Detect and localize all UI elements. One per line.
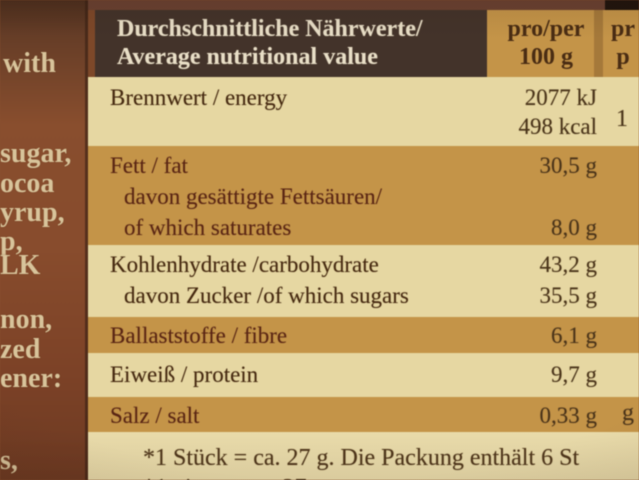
row-fat: Fett / fat 30,5 g davon gesättigte Fettsä… xyxy=(88,146,639,245)
table-title: Durchschnittliche Nährwerte/ Average nut… xyxy=(117,15,423,71)
nutrient-label: davon Zucker /of which sugars xyxy=(124,283,409,308)
nutrient-value: 9,7 g xyxy=(551,362,597,387)
nutrient-value: 0,33 g xyxy=(539,403,598,428)
row-fibre: Ballaststoffe / fibre 6,1 g xyxy=(88,317,639,353)
nutrient-label: Eiweiß / protein xyxy=(110,362,259,387)
row-carbohydrate: Kohlenhydrate /carbohydrate 43,2 g davon … xyxy=(88,245,639,317)
nutrient-value: 498 kcal xyxy=(518,114,597,139)
package-top-edge xyxy=(88,0,639,10)
nutrient-label: Salz / salt xyxy=(110,403,200,428)
panel-text-fragment: sugar, xyxy=(0,138,72,169)
nutrient-value: 43,2 g xyxy=(539,252,598,277)
panel-text-fragment: ocoa xyxy=(0,168,55,199)
nutrient-label: Fett / fat xyxy=(110,153,188,178)
table-header: Durchschnittliche Nährwerte/ Average nut… xyxy=(88,10,639,77)
table-title-en: Average nutritional value xyxy=(117,44,378,70)
footnote-en: *1 piece = ca. 27 g. xyxy=(143,473,639,480)
footnote-de: *1 Stück = ca. 27 g. Die Packung enthält… xyxy=(143,445,580,471)
panel-text-fragment: p, xyxy=(0,226,23,257)
nutrient-label: Ballaststoffe / fibre xyxy=(110,323,288,348)
panel-text-fragment: yrup, xyxy=(0,197,65,228)
panel-table-seam xyxy=(85,0,90,480)
panel-text-fragment: LK xyxy=(0,250,41,281)
nutrient-value: 35,5 g xyxy=(539,283,598,308)
column-divider xyxy=(594,10,603,77)
panel-text-fragment: non, xyxy=(0,304,53,335)
dark-corner xyxy=(605,0,639,11)
panel-text-fragment: zed xyxy=(0,334,41,365)
row-energy: Brennwert / energy 2077 kJ 498 kcal xyxy=(88,77,639,146)
nutrient-value: 6,1 g xyxy=(551,323,597,348)
panel-text-fragment: with xyxy=(3,48,56,79)
nutrient-label: Brennwert / energy xyxy=(110,85,288,110)
table-title-de: Durchschnittliche Nährwerte/ xyxy=(117,16,423,42)
row-protein: Eiweiß / protein 9,7 g xyxy=(88,353,639,397)
per-piece-value-cutoff: 1 xyxy=(616,106,628,132)
footnote-area: *1 Stück = ca. 27 g. Die Packung enthält… xyxy=(88,432,639,480)
nutrient-label xyxy=(110,112,518,141)
panel-text-fragment: ener: xyxy=(0,363,63,394)
nutrition-table: Durchschnittliche Nährwerte/ Average nut… xyxy=(88,0,639,480)
package-left-panel: with sugar, ocoa yrup, p, LK non, zed en… xyxy=(0,0,88,480)
nutrient-label: davon gesättigte Fettsäuren/ xyxy=(124,184,383,209)
nutrient-value: 30,5 g xyxy=(539,153,598,178)
column-header-per-piece-cutoff: pr p xyxy=(611,16,635,70)
per-piece-value-cutoff: g xyxy=(622,400,634,426)
row-salt: Salz / salt 0,33 g xyxy=(88,397,639,432)
panel-text-fragment: s, xyxy=(0,445,18,476)
nutrient-label: Kohlenhydrate /carbohydrate xyxy=(110,252,379,277)
column-header-per-100g: pro/per 100 g xyxy=(507,16,585,70)
nutrient-value: 2077 kJ xyxy=(524,85,597,110)
nutrient-value: 8,0 g xyxy=(551,215,597,240)
nutrient-label: of which saturates xyxy=(124,215,292,240)
